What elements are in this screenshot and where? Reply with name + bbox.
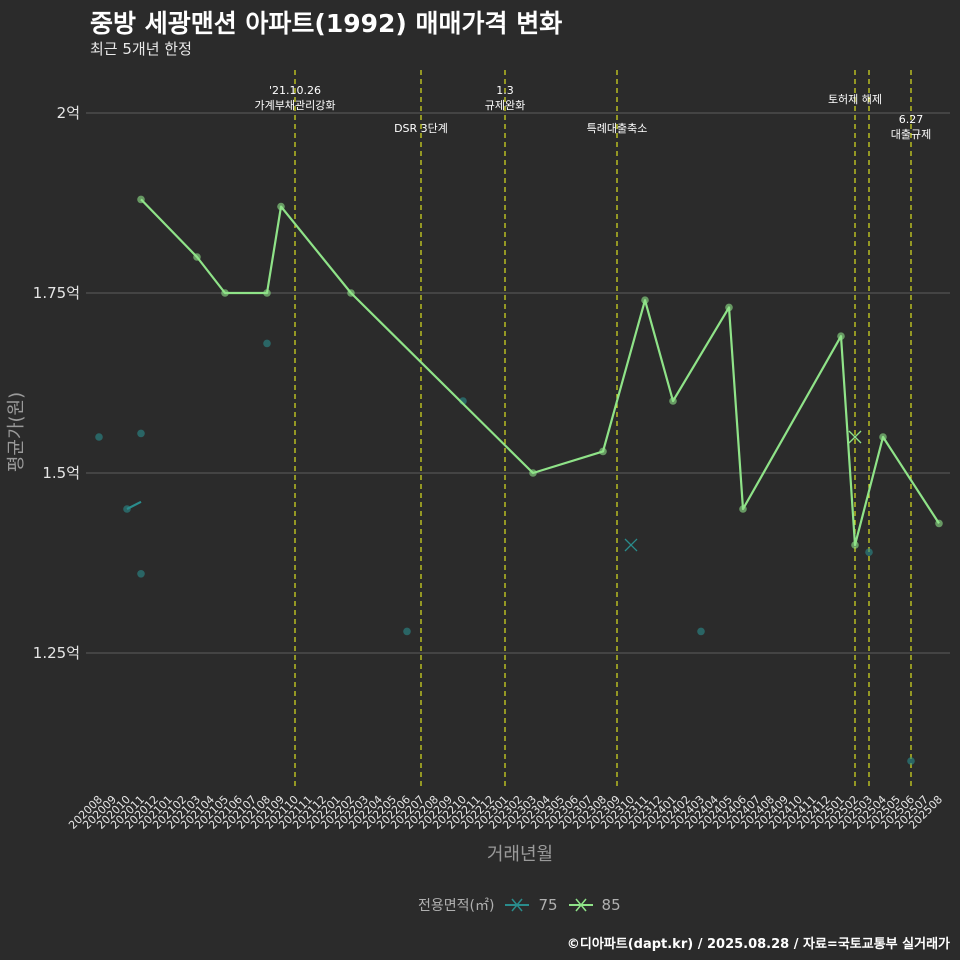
data-point bbox=[347, 289, 355, 297]
data-point bbox=[599, 447, 607, 456]
event-label: 규제완화 bbox=[485, 99, 525, 112]
event-label: 6.27 bbox=[899, 113, 924, 126]
data-point bbox=[123, 505, 131, 513]
data-point bbox=[137, 195, 145, 204]
legend-key-85-icon bbox=[568, 898, 593, 912]
data-point bbox=[529, 469, 537, 477]
chart-title: 중방 세광맨션 아파트(1992) 매매가격 변화 bbox=[90, 9, 563, 38]
source-caption: ©디아파트(dapt.kr) / 2025.08.28 / 자료=국토교통부 실… bbox=[566, 937, 950, 952]
legend-label-85: 85 bbox=[601, 896, 621, 914]
chart-subtitle: 최근 5개년 한정 bbox=[90, 40, 192, 58]
x-axis-title: 거래년월 bbox=[487, 844, 553, 865]
data-point bbox=[865, 548, 873, 556]
y-tick-label: 1.5억 bbox=[42, 464, 80, 482]
data-point bbox=[137, 570, 145, 578]
data-point bbox=[879, 433, 887, 441]
data-point bbox=[907, 757, 915, 765]
series-85-line bbox=[140, 198, 940, 547]
data-point bbox=[403, 627, 411, 636]
data-point bbox=[95, 433, 103, 441]
data-point bbox=[193, 253, 201, 261]
cross-marker bbox=[624, 538, 638, 552]
data-point bbox=[277, 202, 285, 211]
data-point bbox=[697, 627, 705, 636]
y-axis-title: 평균가(원) bbox=[6, 392, 27, 472]
legend-label-75: 75 bbox=[538, 896, 558, 914]
data-point bbox=[263, 289, 271, 297]
event-label: 1.3 bbox=[496, 84, 514, 97]
cross-marker bbox=[848, 430, 862, 444]
gridlines bbox=[86, 112, 950, 654]
event-label: 가계부채관리강화 bbox=[255, 99, 336, 112]
legend: 전용면적(㎡) 75 85 bbox=[418, 895, 621, 915]
legend-key-75-icon bbox=[505, 898, 530, 912]
event-label: DSR 3단계 bbox=[394, 122, 448, 135]
legend-item-75: 75 bbox=[504, 896, 558, 914]
data-point bbox=[137, 429, 145, 438]
legend-title: 전용면적(㎡) bbox=[418, 898, 495, 914]
data-point bbox=[641, 296, 649, 305]
x-axis-ticks: 2020082020092020102020112020122021012021… bbox=[66, 793, 945, 832]
series-75 bbox=[95, 339, 915, 765]
data-point bbox=[669, 397, 677, 405]
data-point bbox=[837, 332, 845, 341]
data-point bbox=[851, 541, 859, 549]
event-lines bbox=[294, 70, 912, 790]
y-tick-label: 2억 bbox=[57, 104, 80, 122]
y-tick-label: 1.75억 bbox=[33, 284, 80, 302]
data-point bbox=[739, 505, 747, 513]
event-label: 토허제 해제 bbox=[828, 92, 882, 106]
y-axis-ticks: 1.25억 1.5억 1.75억 2억 bbox=[33, 104, 80, 662]
series-85 bbox=[137, 195, 943, 549]
y-tick-label: 1.25억 bbox=[33, 644, 80, 662]
data-point bbox=[221, 289, 229, 297]
data-point bbox=[263, 339, 271, 348]
data-point bbox=[725, 303, 733, 312]
legend-item-85: 85 bbox=[568, 896, 621, 914]
event-label: 특례대출축소 bbox=[587, 122, 648, 135]
data-point bbox=[935, 519, 943, 528]
event-label: '21.10.26 bbox=[269, 84, 321, 97]
event-label: 대출규제 bbox=[891, 128, 931, 141]
